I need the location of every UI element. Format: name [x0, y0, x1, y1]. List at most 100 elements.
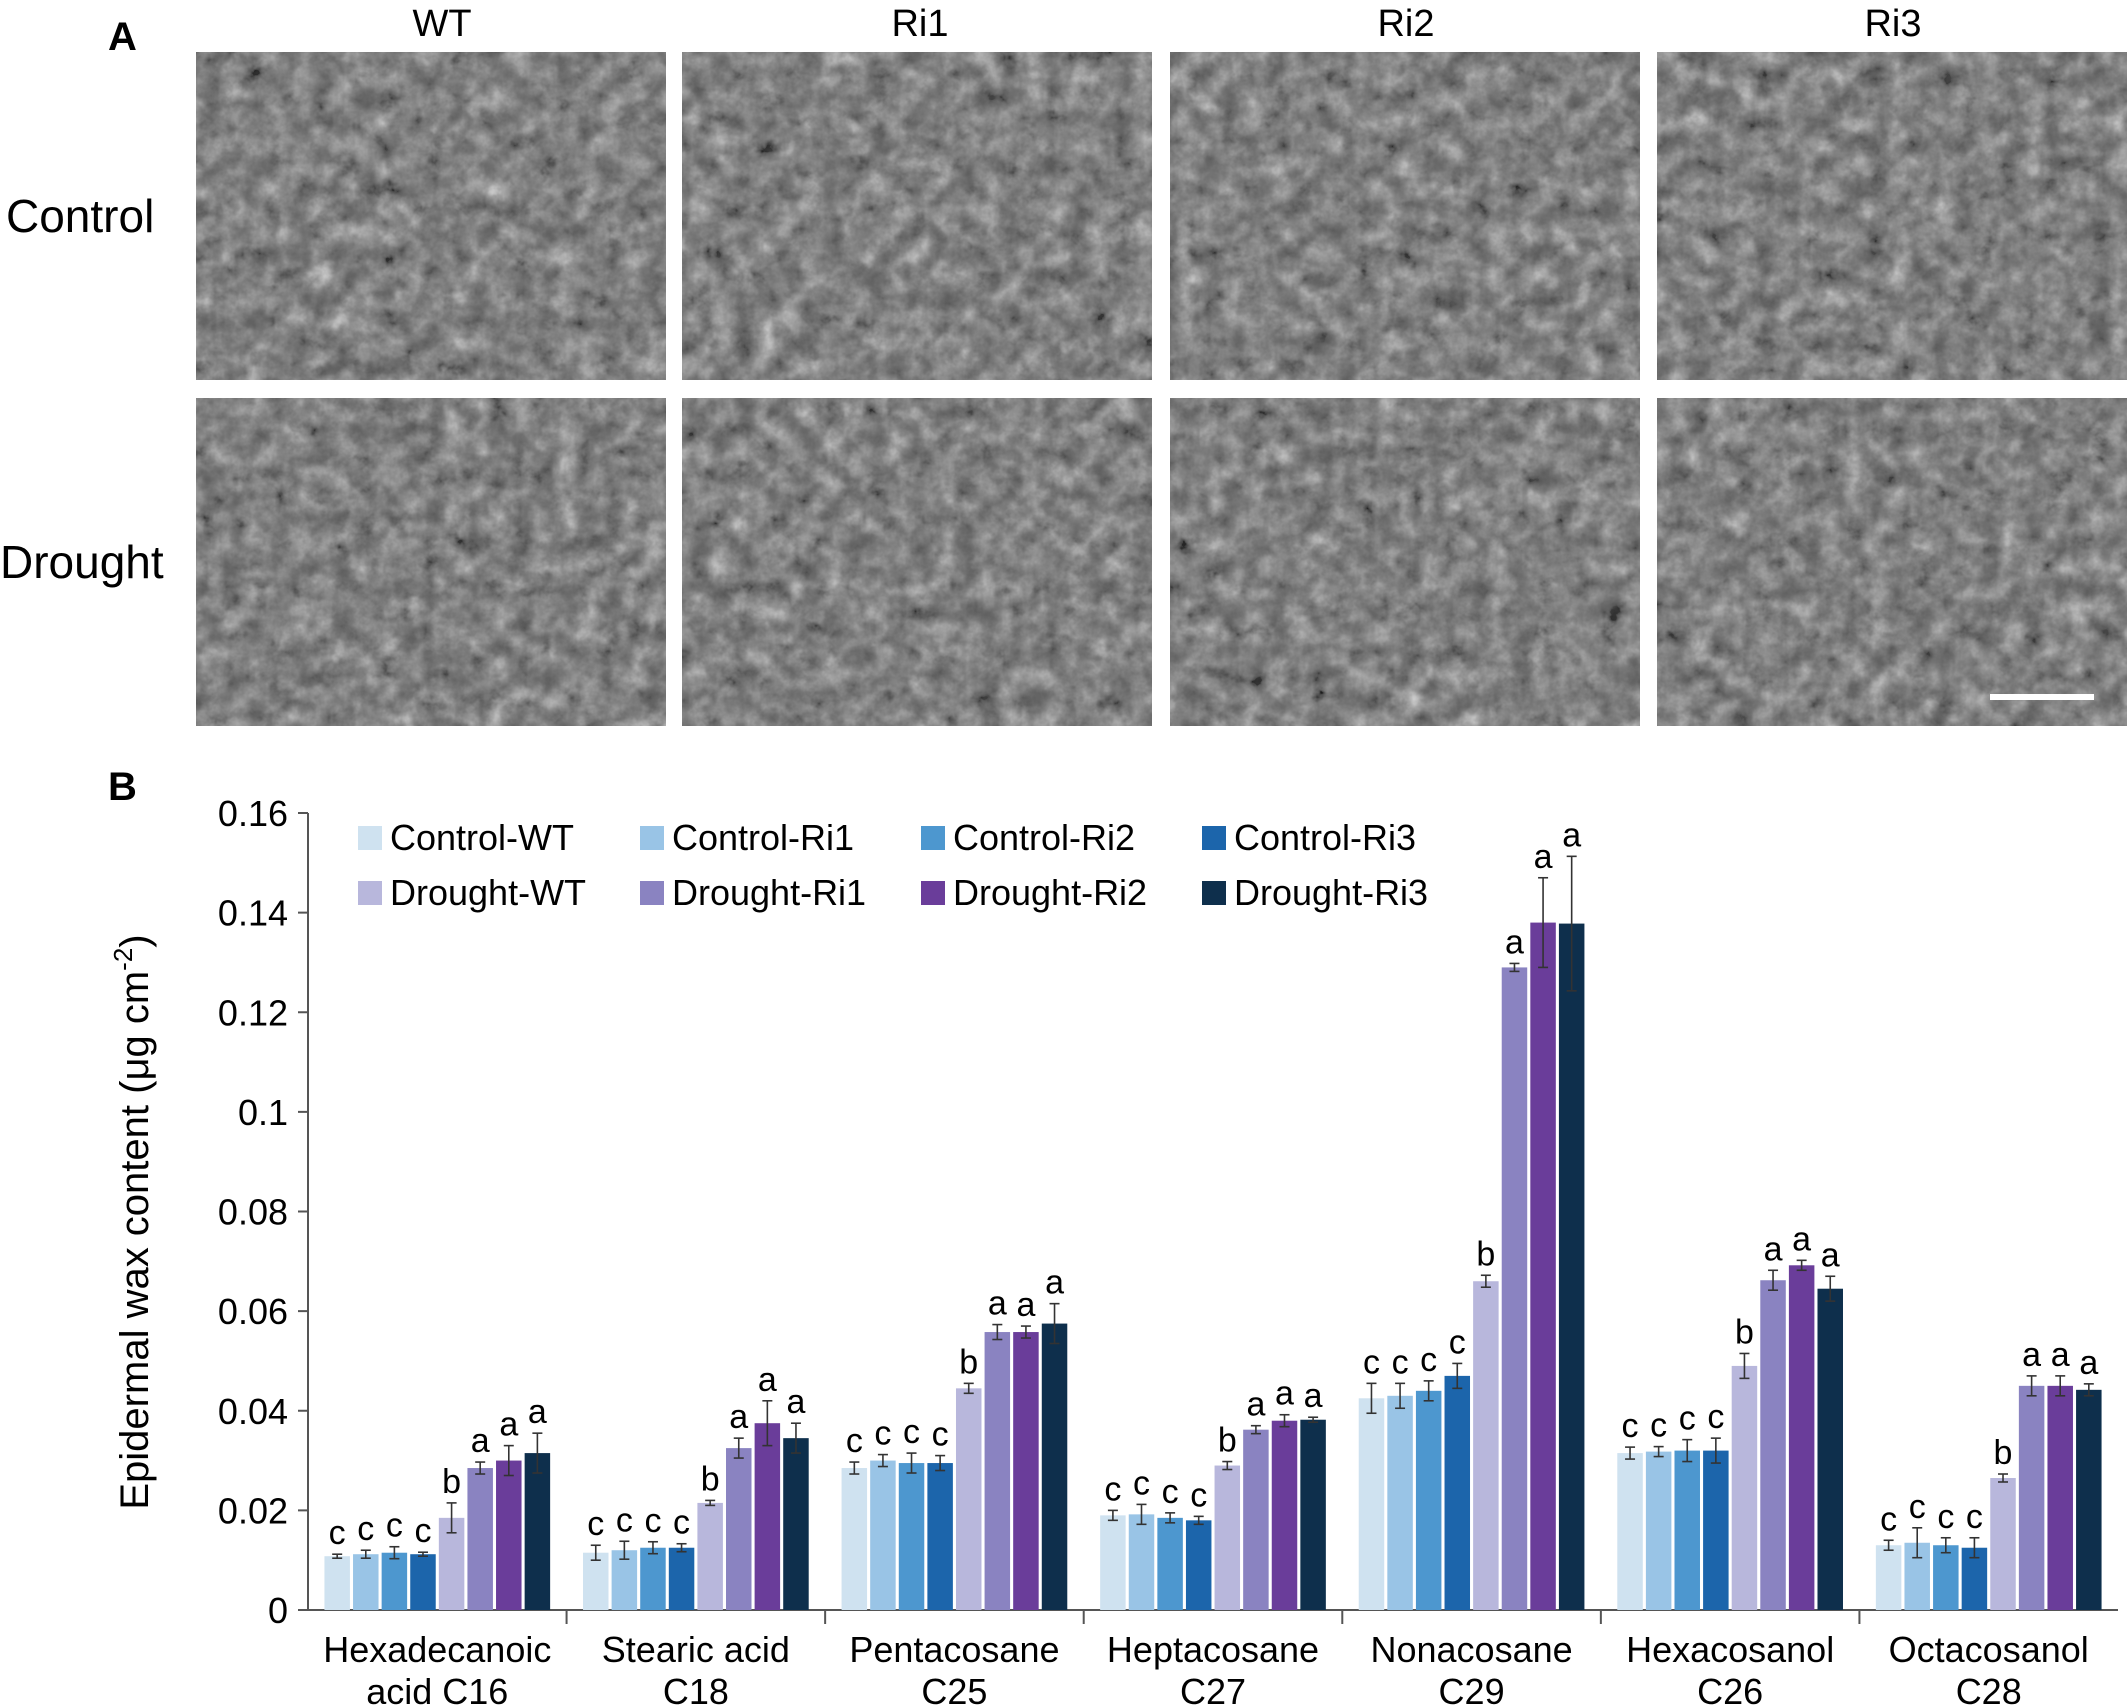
significance-letter: b: [1218, 1422, 1237, 1460]
bar: [1473, 1281, 1499, 1610]
y-tick-label: 0.12: [218, 992, 288, 1033]
bar: [2018, 1385, 2045, 1610]
significance-letter: a: [988, 1285, 1007, 1323]
bar: [1271, 1420, 1298, 1610]
legend-swatch: [640, 881, 664, 905]
scale-bar: [1990, 694, 2094, 700]
bar: [1760, 1280, 1786, 1610]
row-label-control: Control: [6, 190, 154, 242]
bar: [1817, 1288, 1843, 1610]
bar: [1214, 1465, 1241, 1610]
significance-letter: b: [442, 1463, 461, 1501]
significance-letter: c: [1133, 1464, 1150, 1502]
significance-letter: a: [1821, 1236, 1840, 1274]
bar: [1558, 923, 1585, 1610]
bar: [1674, 1450, 1700, 1610]
y-axis-label: Epidermal wax content (μg cm-2): [108, 934, 157, 1509]
y-tick-label: 0.06: [218, 1291, 288, 1332]
x-tick-label: C18: [663, 1671, 729, 1705]
x-tick-label: C25: [921, 1671, 987, 1705]
y-tick-label: 0.08: [218, 1192, 288, 1233]
bar: [1358, 1398, 1385, 1610]
bar: [1530, 922, 1556, 1610]
sem-image-control-wt: [196, 52, 666, 380]
legend-label: Control-Ri1: [672, 817, 854, 858]
significance-letter: b: [1476, 1235, 1495, 1273]
panel-a-label: A: [108, 15, 137, 59]
panel-b-label: B: [108, 765, 137, 809]
y-tick-label: 0.04: [218, 1391, 288, 1432]
bar: [1617, 1453, 1643, 1610]
x-tick-label: C27: [1180, 1671, 1246, 1705]
bar: [984, 1332, 1011, 1610]
bar: [1185, 1520, 1212, 1610]
bar: [1100, 1515, 1126, 1610]
significance-letter: a: [2022, 1336, 2041, 1374]
sem-image-drought-ri2: [1170, 398, 1640, 726]
bar: [726, 1448, 752, 1610]
legend-item: Control-WT: [358, 817, 574, 858]
significance-letter: c: [1622, 1407, 1639, 1445]
significance-letter: b: [701, 1460, 720, 1498]
significance-letter: b: [1994, 1434, 2013, 1472]
bar: [870, 1460, 896, 1610]
x-tick-label: acid C16: [366, 1671, 508, 1705]
legend-item: Control-Ri1: [640, 817, 854, 858]
bar: [496, 1460, 522, 1610]
significance-letter: a: [2079, 1344, 2098, 1382]
legend-item: Drought-Ri1: [640, 872, 866, 913]
bar: [2047, 1385, 2073, 1610]
significance-letter: a: [729, 1398, 748, 1436]
bar: [1788, 1265, 1815, 1610]
bar: [1243, 1429, 1269, 1610]
y-tick-label: 0: [268, 1590, 288, 1631]
bar: [1041, 1323, 1068, 1610]
bar: [697, 1502, 723, 1610]
x-tick-label: C29: [1439, 1671, 1505, 1705]
significance-letter: c: [932, 1416, 949, 1454]
significance-letter: c: [1937, 1498, 1954, 1536]
bar: [1387, 1395, 1413, 1610]
sem-image-drought-ri3: [1657, 398, 2127, 726]
significance-letter: b: [1735, 1313, 1754, 1351]
bar: [898, 1463, 925, 1610]
legend-swatch: [921, 826, 945, 850]
bar: [1300, 1419, 1326, 1610]
panel-a: A WT Ri1 Ri2 Ri3 Control Drought: [0, 3, 2127, 726]
column-label-wt: WT: [412, 3, 471, 45]
significance-letter: a: [1016, 1286, 1035, 1324]
significance-letter: c: [1363, 1343, 1380, 1381]
significance-letter: a: [1764, 1230, 1783, 1268]
significance-letter: c: [673, 1504, 690, 1542]
legend-label: Drought-Ri2: [953, 872, 1147, 913]
significance-letter: a: [1792, 1220, 1811, 1258]
significance-letter: a: [1045, 1264, 1064, 1302]
significance-letter: c: [616, 1501, 633, 1539]
bar: [754, 1423, 781, 1610]
legend-label: Drought-WT: [390, 872, 586, 913]
y-tick-label: 0.14: [218, 893, 288, 934]
significance-letter: c: [1162, 1473, 1179, 1511]
significance-letter: c: [1679, 1400, 1696, 1438]
x-tick-label: Hexadecanoic: [323, 1629, 551, 1670]
sem-image-control-ri3: [1657, 52, 2127, 380]
bar: [1501, 967, 1528, 1610]
legend-label: Control-WT: [390, 817, 574, 858]
x-tick-label: C26: [1697, 1671, 1763, 1705]
legend-swatch: [1202, 826, 1226, 850]
significance-letter: c: [1392, 1343, 1409, 1381]
column-label-ri3: Ri3: [1864, 3, 1921, 45]
bar: [640, 1547, 666, 1610]
bar: [1415, 1390, 1442, 1610]
y-tick-label: 0.16: [218, 793, 288, 834]
bar: [927, 1463, 953, 1610]
significance-letter: c: [414, 1512, 431, 1550]
y-tick-label: 0.02: [218, 1490, 288, 1531]
bar: [1990, 1477, 2016, 1610]
bar: [2076, 1389, 2102, 1610]
legend-label: Control-Ri2: [953, 817, 1135, 858]
bar: [783, 1438, 809, 1610]
legend-item: Control-Ri3: [1202, 817, 1416, 858]
significance-letter: c: [329, 1514, 346, 1552]
x-tick-label: Heptacosane: [1107, 1629, 1319, 1670]
